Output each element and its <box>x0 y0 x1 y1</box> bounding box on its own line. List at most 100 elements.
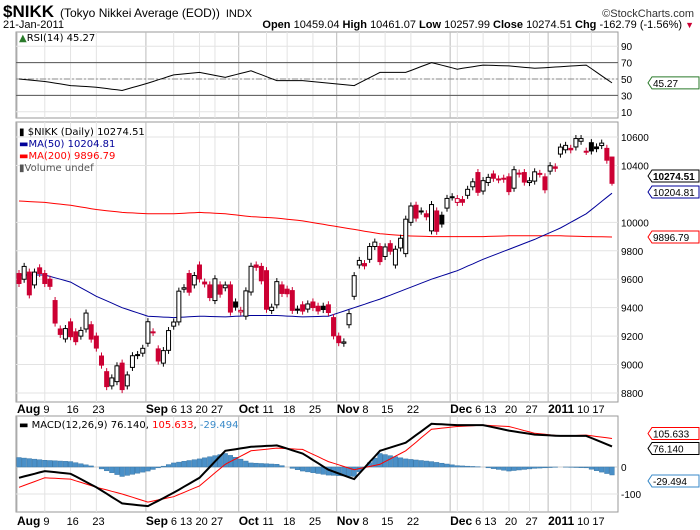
macd-histogram-bar <box>191 459 197 468</box>
candle-body <box>465 188 471 196</box>
candle-body <box>21 265 27 280</box>
macd-histogram-bar <box>496 466 502 470</box>
candle-body <box>310 301 316 309</box>
candle-body <box>31 271 37 286</box>
macd-histogram-bar <box>233 457 239 468</box>
legend-volume: ▮Volume undef <box>19 163 94 174</box>
ma200-tag <box>647 230 700 244</box>
macd-histogram-bar <box>511 466 517 471</box>
candle-body <box>449 196 455 199</box>
line-icon: ▬ <box>19 139 29 150</box>
macd-histogram-bar <box>305 466 311 473</box>
macd-histogram-bar <box>604 466 610 474</box>
macd-histogram-bar <box>88 465 94 468</box>
candle-body <box>104 371 110 388</box>
macd-histogram-bar <box>62 461 68 468</box>
candle-body <box>351 275 357 297</box>
x-tick-label: Nov <box>337 402 360 416</box>
close-tag-label: 10274.51 <box>653 172 695 183</box>
rsi-legend: ▲RSI(14) 45.27 <box>19 33 96 44</box>
candle-body <box>382 246 388 257</box>
macd-histogram-bar <box>310 466 316 473</box>
macd-histogram-bar <box>186 460 192 468</box>
candle-body <box>547 165 553 172</box>
macd-histogram-bar <box>202 457 208 468</box>
x-tick-label: 2011 <box>548 514 574 528</box>
chart-date: 21-Jan-2011 <box>3 19 64 31</box>
x-tick-label: 16 <box>67 516 79 528</box>
candle-icon: ▮ <box>19 127 25 138</box>
rsi-tag-label: 45.27 <box>653 79 678 90</box>
candle-body <box>336 335 342 344</box>
candle-body <box>506 176 512 193</box>
candle-body <box>26 271 32 296</box>
candle-body <box>171 321 177 327</box>
candle-body <box>599 142 605 147</box>
y-tick-label: 90 <box>621 42 633 53</box>
x-tick-label: Aug <box>17 402 40 416</box>
y-tick-label: 70 <box>621 59 633 70</box>
macd-histogram-bar <box>222 453 228 468</box>
macd-histogram-bar <box>124 466 130 476</box>
x-tick-label: 17 <box>592 404 604 416</box>
candle-body <box>145 321 151 344</box>
x-tick-label: 25 <box>309 404 321 416</box>
x-tick-label: Oct <box>239 514 259 528</box>
ma50-tag-label: 10204.81 <box>653 188 695 199</box>
macd-histogram-bar <box>387 455 393 468</box>
macd-histogram-bar <box>418 460 424 468</box>
macd-histogram-bar <box>165 464 172 468</box>
macd-line <box>18 422 613 508</box>
macd-histogram-bar <box>289 466 295 469</box>
candle-body <box>186 273 192 293</box>
macd-histogram-bar <box>403 458 409 468</box>
macd-histogram-bar <box>408 459 414 468</box>
macd-histogram-bar <box>263 463 270 468</box>
candle-body <box>418 210 424 213</box>
candle-body <box>181 287 187 290</box>
candle-body <box>325 304 331 314</box>
x-tick-label: Sep <box>146 402 168 416</box>
x-tick-label: 20 <box>505 516 517 528</box>
x-tick-label: 9 <box>43 404 49 416</box>
down-triangle-icon: ▼ <box>685 20 694 30</box>
x-tick-label: 27 <box>211 516 223 528</box>
candle-body <box>93 335 99 349</box>
candle-body <box>176 290 182 323</box>
macd-histogram-bar <box>454 465 460 468</box>
x-tick-label: 2011 <box>548 402 574 416</box>
candle-body <box>392 248 398 266</box>
y-tick-label: 30 <box>621 91 633 102</box>
macd-histogram-bar <box>516 466 522 471</box>
rsi-tag <box>647 76 700 90</box>
x-tick-label: 9 <box>43 516 49 528</box>
macd-histogram-bar <box>346 466 352 477</box>
candle-body <box>150 331 156 334</box>
candle-body <box>537 172 543 175</box>
macd-histogram-bar <box>269 463 275 468</box>
candle-body <box>341 341 347 344</box>
macd-histogram-bar <box>521 466 527 470</box>
chg-value: -162.79 (-1.56%) <box>599 19 683 31</box>
candle-body <box>532 171 538 182</box>
candle-body <box>284 288 290 295</box>
x-tick-label: 22 <box>407 516 419 528</box>
x-tick-label: 22 <box>407 404 419 416</box>
x-tick-label: 6 <box>475 516 481 528</box>
rsi-line <box>18 62 613 92</box>
chg-label: Chg <box>575 19 597 31</box>
y-tick-label: 9400 <box>621 304 644 315</box>
candle-body <box>331 317 337 337</box>
candle-body <box>109 377 115 387</box>
macd-signal-tag-label: 105.633 <box>653 429 690 440</box>
candle-body <box>124 374 130 387</box>
candle-body <box>166 330 172 351</box>
candle-body <box>346 313 352 326</box>
macd-histogram-bar <box>253 462 259 468</box>
candle-body <box>52 300 58 324</box>
candle-body <box>459 199 465 203</box>
candle-body <box>135 354 141 357</box>
y-tick-label: 10600 <box>621 133 649 144</box>
macd-histogram-bar <box>351 466 357 477</box>
